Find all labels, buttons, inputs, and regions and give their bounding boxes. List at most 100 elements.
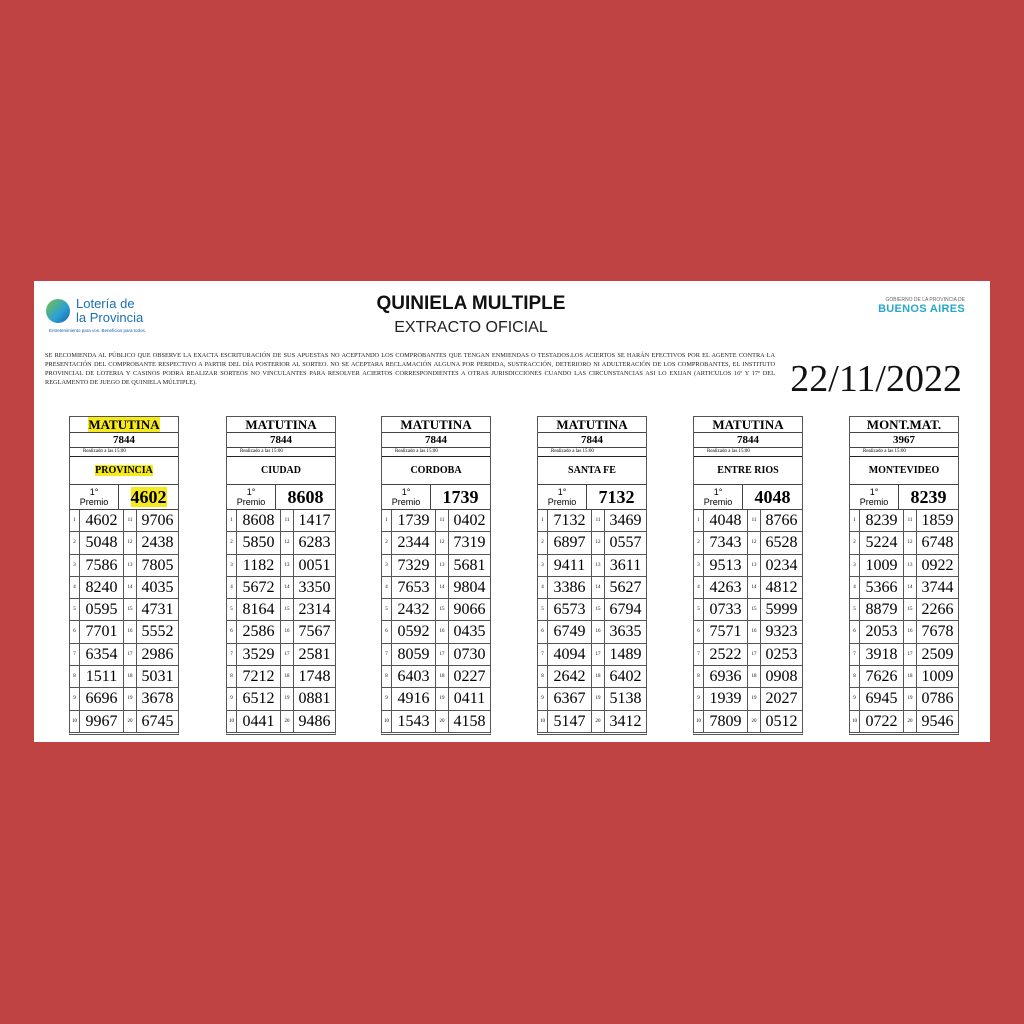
position-index: 2 — [382, 532, 392, 554]
table-row: 9 6945 19 0786 — [850, 688, 958, 711]
drawn-number: 0557 — [609, 534, 642, 552]
position-index: 2 — [70, 532, 80, 554]
jurisdiction-text: CIUDAD — [261, 465, 301, 476]
realizado-label: Realizado a las 15:00 — [227, 448, 335, 457]
drawn-number: 2522 — [704, 643, 748, 666]
page-title: QUINIELA MULTIPLE — [376, 293, 566, 314]
drawn-number: 0051 — [298, 556, 331, 574]
table-row: 9 4916 19 0411 — [382, 688, 490, 711]
position-index: 3 — [382, 554, 392, 576]
table-row: 1 7132 11 3469 — [538, 510, 646, 533]
position-index: 12 — [124, 532, 137, 554]
position-index: 13 — [592, 554, 605, 576]
first-prize-number: 8608 — [287, 487, 324, 507]
position-index: 2 — [227, 532, 237, 554]
jurisdiction-label: MONTEVIDEO — [850, 457, 958, 485]
drawn-number: 2027 — [765, 690, 798, 708]
drawn-number: 0253 — [765, 645, 798, 663]
drawn-number: 3529 — [237, 643, 281, 666]
drawn-number: 5031 — [141, 668, 174, 686]
drawn-number: 7329 — [392, 554, 436, 576]
drawn-number: 1009 — [860, 554, 904, 576]
drawn-number: 2432 — [392, 599, 436, 621]
first-prize-label: 1° Premio — [850, 485, 899, 509]
position-index: 1 — [227, 510, 237, 532]
drawn-number: 8240 — [80, 576, 124, 599]
drawn-number: 8059 — [392, 643, 436, 666]
premio-ordinal: 1° — [557, 487, 567, 497]
table-row: 4 5672 14 3350 — [227, 576, 335, 600]
table-row: 2 5224 12 6748 — [850, 532, 958, 555]
position-index: 10 — [538, 710, 548, 732]
drawn-number: 4035 — [141, 578, 174, 596]
first-prize-label: 1° Premio — [382, 485, 431, 509]
position-index: 7 — [382, 643, 392, 666]
table-row: 4 8240 14 4035 — [70, 576, 178, 600]
position-index: 4 — [850, 576, 860, 599]
first-prize-row: 1° Premio 8608 — [227, 485, 335, 510]
premio-ordinal: 1° — [713, 487, 723, 497]
position-index: 5 — [850, 599, 860, 621]
gov-big-text: BUENOS AIRES — [878, 303, 965, 315]
table-row: 1 8608 11 1417 — [227, 510, 335, 533]
position-index: 19 — [592, 688, 605, 710]
drawn-number: 1182 — [237, 554, 281, 576]
draw-number: 7844 — [694, 433, 802, 448]
drawn-number: 0595 — [80, 599, 124, 621]
position-index: 18 — [281, 666, 294, 688]
position-index: 15 — [281, 599, 294, 621]
draw-number: 7844 — [382, 433, 490, 448]
drawn-number: 6696 — [80, 688, 124, 710]
drawn-number: 0441 — [237, 710, 281, 732]
table-row: 6 2053 16 7678 — [850, 621, 958, 644]
position-index: 15 — [436, 599, 449, 621]
table-row: 1 4048 11 8766 — [694, 510, 802, 533]
drawn-number: 9706 — [141, 512, 174, 529]
table-row: 2 2344 12 7319 — [382, 532, 490, 555]
first-prize-row: 1° Premio 4602 — [70, 485, 178, 510]
drawn-number: 7653 — [392, 576, 436, 599]
drawn-number: 7678 — [921, 623, 954, 641]
drawn-number: 5850 — [237, 532, 281, 554]
position-index: 6 — [382, 621, 392, 643]
position-index: 20 — [124, 710, 137, 732]
shift-text: MATUTINA — [245, 417, 317, 432]
first-prize-number: 8239 — [910, 487, 947, 507]
realizado-label: Realizado a las 15:00 — [694, 448, 802, 457]
position-index: 12 — [592, 532, 605, 554]
table-row: 1 4602 11 9706 — [70, 510, 178, 533]
position-index: 18 — [436, 666, 449, 688]
drawn-number: 2581 — [298, 645, 331, 663]
table-row: 6 7571 16 9323 — [694, 621, 802, 644]
first-prize-number: 4602 — [130, 487, 167, 507]
table-row: 4 3386 14 5627 — [538, 576, 646, 600]
table-row: 5 8879 15 2266 — [850, 599, 958, 622]
position-index: 10 — [694, 710, 704, 732]
first-prize-value: 8239 — [899, 485, 958, 509]
drawn-number: 6794 — [609, 601, 642, 619]
position-index: 15 — [748, 599, 761, 621]
first-prize-number: 7132 — [598, 487, 635, 507]
legal-notice: SE RECOMIENDA AL PÚBLICO QUE OBSERVE LA … — [45, 352, 775, 386]
realizado-label: Realizado a las 15:00 — [538, 448, 646, 457]
position-index: 1 — [850, 510, 860, 532]
table-row: 6 6749 16 3635 — [538, 621, 646, 644]
position-index: 6 — [70, 621, 80, 643]
drawn-number: 2266 — [921, 601, 954, 619]
position-index: 1 — [538, 510, 548, 532]
position-index: 6 — [850, 621, 860, 643]
drawn-number: 7809 — [704, 710, 748, 732]
table-row: 5 0595 15 4731 — [70, 599, 178, 622]
premio-word: Premio — [547, 497, 577, 507]
position-index: 20 — [281, 710, 294, 732]
table-row: 2 5048 12 2438 — [70, 532, 178, 555]
drawn-number: 5366 — [860, 576, 904, 599]
realizado-label: Realizado a las 15:00 — [70, 448, 178, 457]
position-index: 17 — [436, 643, 449, 666]
shift-label: MATUTINA — [382, 417, 490, 433]
shift-label: MATUTINA — [538, 417, 646, 433]
drawn-number: 2509 — [921, 645, 954, 663]
draw-number: 7844 — [227, 433, 335, 448]
drawn-number: 5138 — [609, 690, 642, 708]
first-prize-label: 1° Premio — [538, 485, 587, 509]
